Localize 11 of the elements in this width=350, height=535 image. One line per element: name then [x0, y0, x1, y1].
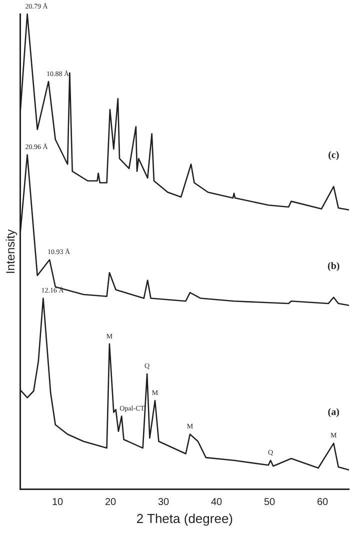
x-tick-label: 30 [158, 497, 170, 508]
x-tick-label: 40 [210, 497, 222, 508]
x-tick-label: 50 [264, 497, 276, 508]
x-tick-label: 20 [104, 497, 116, 508]
x-tick-label: 10 [52, 497, 64, 508]
y-axis-title: Intensity [4, 229, 18, 274]
text: (a) [328, 406, 340, 418]
x-axis-title: 2 Theta (degree) [136, 510, 234, 526]
text: (b) [328, 260, 340, 272]
x-tick-label: 60 [316, 497, 328, 508]
text: (c) [328, 150, 340, 162]
